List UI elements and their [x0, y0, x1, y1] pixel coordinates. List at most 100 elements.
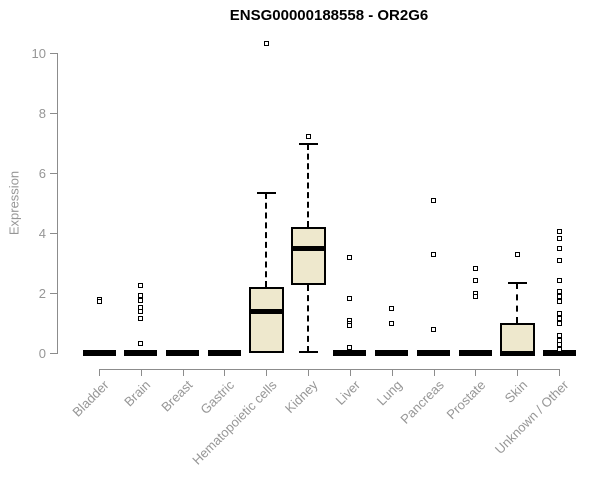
x-axis-tick	[308, 369, 310, 376]
outlier-point	[556, 315, 562, 321]
outlier-point	[96, 298, 102, 304]
median-line	[248, 309, 284, 315]
y-tick-label: 6	[38, 166, 46, 181]
median-line	[290, 245, 326, 251]
x-category-label: Breast	[158, 377, 196, 415]
upper-whisker-cap	[298, 142, 318, 145]
upper-whisker	[265, 193, 268, 287]
outlier-point	[472, 277, 478, 283]
y-tick-label: 4	[38, 226, 46, 241]
outlier-point	[138, 309, 144, 315]
x-category-label: Lung	[373, 377, 405, 409]
outlier-point	[305, 133, 311, 139]
outlier-point	[389, 305, 395, 311]
outlier-point	[138, 292, 144, 298]
x-axis-tick	[475, 369, 477, 376]
outlier-point	[556, 320, 562, 326]
x-axis-tick	[99, 369, 100, 376]
outlier-point	[138, 316, 144, 322]
x-category-label: Unknown / Other	[492, 377, 572, 457]
box	[499, 323, 535, 353]
y-tick-label: 10	[31, 46, 46, 61]
x-category-label: Brain	[121, 377, 154, 410]
x-category-label: Bladder	[69, 377, 112, 420]
outlier-point	[556, 245, 562, 251]
lower-whisker-cap	[298, 351, 318, 354]
outlier-point	[556, 289, 562, 295]
outlier-point	[431, 327, 437, 333]
x-axis-tick	[266, 369, 268, 376]
y-axis-line	[57, 53, 58, 354]
outlier-point	[556, 299, 562, 305]
x-axis-tick	[349, 369, 351, 376]
outlier-point	[472, 265, 478, 271]
y-axis-tick	[50, 113, 57, 114]
outlier-point	[556, 346, 562, 352]
outlier-point	[138, 341, 144, 347]
y-tick-label: 0	[38, 346, 46, 361]
lower-whisker	[307, 284, 310, 353]
outlier-point	[514, 252, 520, 258]
outlier-point	[431, 252, 437, 258]
x-category-label: Hematopoietic cells	[188, 377, 280, 468]
median-line	[499, 350, 535, 356]
box	[290, 227, 326, 285]
collapsed-box	[542, 350, 576, 356]
outlier-point	[556, 229, 562, 235]
chart-title: ENSG00000188558 - OR2G6	[229, 7, 429, 24]
x-axis-tick	[433, 369, 435, 376]
x-category-label: Skin	[501, 377, 531, 406]
outlier-point	[556, 337, 562, 343]
x-category-label: Prostate	[443, 377, 489, 423]
collapsed-box	[124, 350, 158, 356]
upper-whisker	[307, 143, 310, 227]
y-axis-tick	[50, 353, 57, 354]
outlier-point	[347, 322, 353, 328]
outlier-point	[138, 304, 144, 310]
x-category-label: Kidney	[282, 377, 321, 417]
x-axis-tick	[140, 369, 142, 376]
y-axis-tick	[50, 233, 57, 234]
outlier-point	[431, 197, 437, 203]
upper-whisker-cap	[507, 281, 527, 284]
outlier-point	[347, 345, 353, 351]
outlier-point	[138, 282, 144, 288]
x-axis-tick	[224, 369, 226, 376]
outlier-point	[138, 297, 144, 303]
x-axis-line	[99, 369, 560, 370]
y-axis-tick	[50, 293, 57, 294]
outlier-point	[347, 295, 353, 301]
collapsed-box	[458, 350, 492, 356]
outlier-point	[556, 332, 562, 338]
upper-whisker-cap	[256, 192, 276, 195]
outlier-point	[556, 294, 562, 300]
y-axis-tick	[50, 53, 57, 54]
collapsed-box	[375, 350, 409, 356]
upper-whisker	[516, 282, 519, 323]
collapsed-box	[166, 350, 200, 356]
x-category-label: Pancreas	[397, 377, 447, 427]
x-axis-tick	[559, 369, 560, 376]
x-category-label: Liver	[332, 377, 363, 408]
outlier-point	[389, 320, 395, 326]
y-axis-tick	[50, 173, 57, 174]
collapsed-box	[333, 350, 367, 356]
outlier-point	[556, 310, 562, 316]
collapsed-box	[417, 350, 451, 356]
x-axis-tick	[517, 369, 519, 376]
outlier-point	[347, 254, 353, 260]
outlier-point	[556, 277, 562, 283]
outlier-point	[556, 257, 562, 263]
collapsed-box	[82, 350, 116, 356]
x-category-label: Gastric	[197, 377, 238, 418]
y-tick-label: 2	[38, 286, 46, 301]
y-tick-label: 8	[38, 106, 46, 121]
collapsed-box	[207, 350, 241, 356]
outlier-point	[263, 40, 269, 46]
x-axis-tick	[182, 369, 184, 376]
box	[248, 287, 284, 353]
outlier-point	[472, 293, 478, 299]
outlier-point	[556, 235, 562, 241]
x-axis-tick	[391, 369, 393, 376]
